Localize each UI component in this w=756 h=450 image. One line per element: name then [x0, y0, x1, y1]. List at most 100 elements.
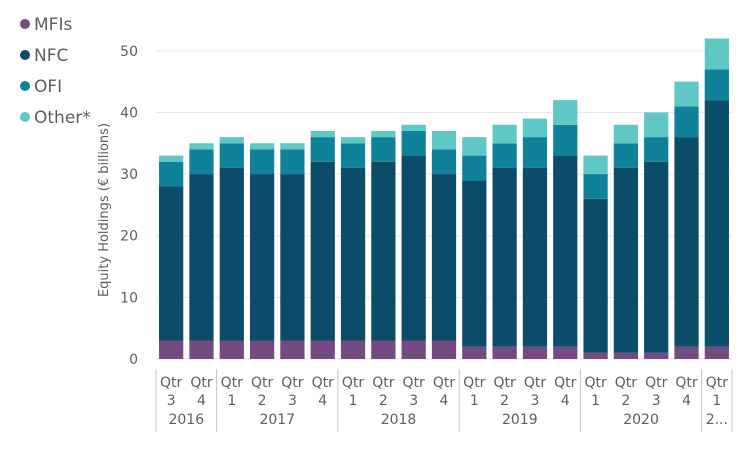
- y-tick-label: 0: [129, 352, 138, 368]
- bar-other-2: [219, 137, 244, 144]
- bar-mfis-2: [219, 340, 244, 359]
- bar-nfc-1: [189, 174, 214, 341]
- bar-ofi-0: [159, 161, 184, 187]
- x-tick-qtr: Qtr: [221, 375, 244, 391]
- x-tick-quarter-number: 2: [379, 393, 388, 409]
- x-tick-qtr: Qtr: [312, 375, 335, 391]
- bar-other-3: [249, 143, 275, 150]
- bar-nfc-12: [522, 167, 548, 347]
- x-tick-qtr: Qtr: [554, 375, 577, 391]
- y-tick-label: 20: [120, 229, 138, 245]
- bar-other-10: [462, 137, 487, 156]
- bar-ofi-9: [431, 149, 457, 175]
- bar-mfis-6: [340, 340, 366, 359]
- bar-mfis-14: [583, 352, 608, 359]
- x-tick-qtr: Qtr: [615, 375, 638, 391]
- bar-ofi-1: [189, 149, 214, 175]
- legend-label: Other*: [34, 108, 91, 128]
- bar-ofi-2: [219, 143, 244, 168]
- bar-ofi-15: [613, 143, 639, 168]
- bar-mfis-7: [371, 340, 396, 359]
- bar-nfc-11: [492, 167, 517, 347]
- bar-mfis-17: [674, 346, 699, 359]
- bar-mfis-8: [401, 340, 426, 359]
- bar-ofi-14: [583, 174, 608, 199]
- x-tick-qtr: Qtr: [251, 375, 274, 391]
- bar-nfc-17: [674, 137, 699, 347]
- bar-ofi-16: [644, 137, 669, 162]
- bar-nfc-18: [704, 100, 729, 347]
- bar-other-6: [340, 137, 366, 144]
- bar-nfc-5: [310, 161, 335, 341]
- x-tick-quarter-number: 3: [409, 393, 418, 409]
- bar-ofi-13: [553, 124, 578, 156]
- bar-mfis-12: [522, 346, 548, 359]
- x-tick-quarter-number: 1: [470, 393, 479, 409]
- x-tick-qtr: Qtr: [190, 375, 213, 391]
- bar-ofi-18: [704, 69, 729, 101]
- bar-mfis-3: [249, 340, 275, 359]
- x-year-label: 2016: [168, 412, 204, 428]
- bar-nfc-6: [340, 167, 366, 341]
- x-tick-quarter-number: 4: [561, 393, 570, 409]
- x-year-label: 2019: [502, 412, 538, 428]
- x-tick-quarter-number: 4: [318, 393, 327, 409]
- bar-ofi-17: [674, 106, 699, 138]
- bar-nfc-0: [159, 186, 184, 341]
- x-year-label: 2...: [706, 412, 728, 428]
- bar-other-15: [613, 124, 639, 144]
- y-tick-label: 10: [120, 290, 138, 306]
- bar-ofi-11: [492, 143, 517, 168]
- bar-other-9: [431, 130, 457, 150]
- x-tick-qtr: Qtr: [342, 375, 365, 391]
- bar-nfc-2: [219, 167, 244, 341]
- x-tick-qtr: Qtr: [281, 375, 304, 391]
- bars: [159, 38, 729, 359]
- bar-mfis-16: [644, 352, 669, 359]
- y-tick-label: 30: [120, 167, 138, 183]
- bar-other-7: [371, 130, 396, 138]
- bar-mfis-13: [553, 346, 578, 359]
- bar-mfis-9: [431, 340, 457, 359]
- bar-ofi-12: [522, 137, 548, 168]
- x-tick-qtr: Qtr: [706, 375, 729, 391]
- bar-mfis-11: [492, 346, 517, 359]
- bar-other-8: [401, 124, 426, 131]
- bar-ofi-7: [371, 137, 396, 162]
- x-tick-qtr: Qtr: [584, 375, 607, 391]
- x-tick-quarter-number: 2: [500, 393, 509, 409]
- bar-other-16: [644, 112, 669, 138]
- x-tick-qtr: Qtr: [645, 375, 668, 391]
- x-tick-qtr: Qtr: [160, 375, 183, 391]
- bar-mfis-0: [159, 340, 184, 359]
- bar-nfc-13: [553, 155, 578, 347]
- legend-marker: [20, 112, 30, 122]
- bar-other-0: [159, 155, 184, 162]
- x-tick-qtr: Qtr: [433, 375, 456, 391]
- bar-ofi-5: [310, 137, 335, 162]
- legend-label: MFIs: [34, 15, 72, 35]
- x-tick-quarter-number: 1: [712, 393, 721, 409]
- bar-other-12: [522, 118, 548, 138]
- x-tick-quarter-number: 3: [167, 393, 176, 409]
- y-axis: 0 10 20 30 40 50: [120, 44, 138, 368]
- bar-ofi-4: [280, 149, 305, 175]
- x-tick-quarter-number: 3: [288, 393, 297, 409]
- bar-nfc-9: [431, 174, 457, 341]
- legend-label: NFC: [34, 46, 68, 66]
- x-year-label: 2020: [623, 412, 659, 428]
- bar-nfc-4: [280, 174, 305, 341]
- bar-mfis-18: [704, 346, 729, 359]
- bar-other-5: [310, 130, 335, 138]
- bar-nfc-10: [462, 180, 487, 347]
- x-tick-quarter-number: 4: [440, 393, 449, 409]
- x-tick-quarter-number: 3: [652, 393, 661, 409]
- bar-mfis-5: [310, 340, 335, 359]
- x-axis: Qtr 3 Qtr 4 Qtr 1 Qtr 2 Qtr 3 Qtr 4 Qtr 1 Qtr 2 Qtr 3 Qtr 4…: [155, 369, 733, 432]
- x-tick-quarter-number: 2: [258, 393, 267, 409]
- bar-other-4: [280, 143, 305, 150]
- bar-nfc-8: [401, 155, 426, 341]
- legend-label: OFI: [34, 77, 62, 97]
- bar-other-1: [189, 143, 214, 150]
- bar-ofi-6: [340, 143, 366, 168]
